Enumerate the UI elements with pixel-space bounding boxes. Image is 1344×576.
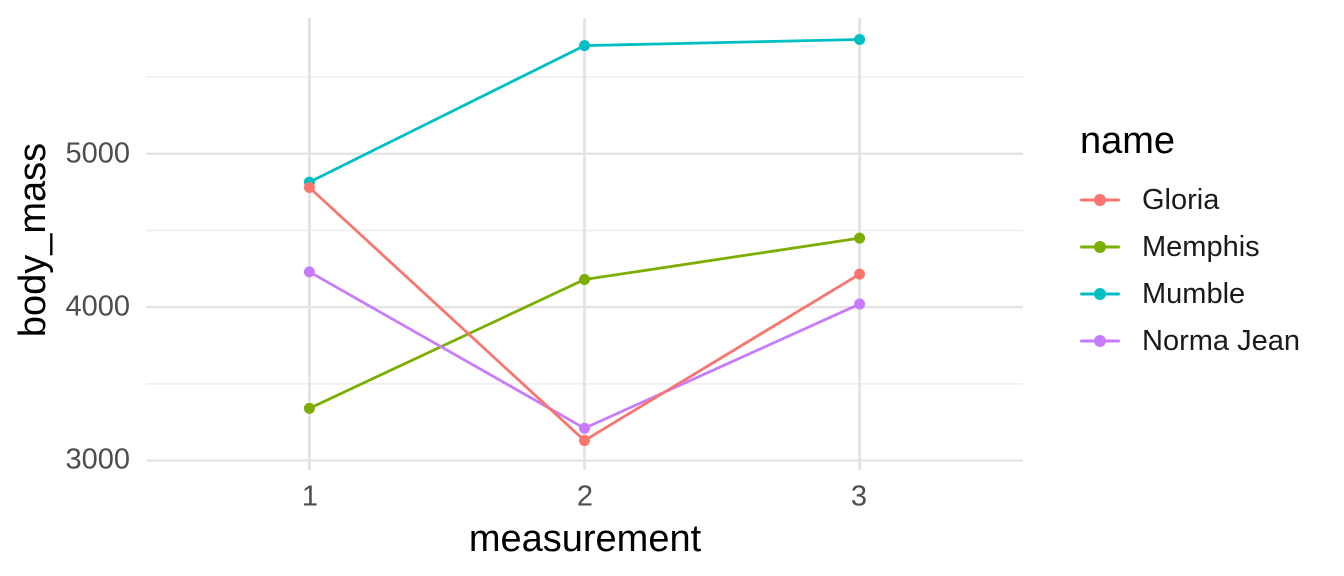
x-tick-2: 2 xyxy=(576,480,594,513)
legend: name Gloria Memphis xyxy=(1080,120,1300,365)
y-tick-5000: 5000 xyxy=(65,137,130,170)
x-axis-title: measurement xyxy=(468,518,702,560)
legend-entry-memphis: Memphis xyxy=(1080,224,1300,271)
data-point-memphis xyxy=(303,402,315,414)
data-point-mumble xyxy=(854,33,866,45)
legend-key-gloria xyxy=(1080,192,1120,208)
legend-key-mumble xyxy=(1080,286,1120,302)
legend-point-icon xyxy=(1094,194,1106,207)
y-tick-3000: 3000 xyxy=(65,443,130,476)
legend-point-icon xyxy=(1094,241,1106,254)
legend-point-icon xyxy=(1094,335,1106,348)
data-point-gloria xyxy=(854,268,866,280)
data-point-gloria xyxy=(303,181,315,193)
legend-entry-norma-jean: Norma Jean xyxy=(1080,318,1300,365)
legend-point-icon xyxy=(1094,288,1106,301)
data-point-memphis xyxy=(579,274,590,286)
data-point-norma-jean xyxy=(854,298,866,310)
data-point-mumble xyxy=(579,40,590,52)
y-tick-4000: 4000 xyxy=(65,290,130,323)
data-point-norma-jean xyxy=(303,266,315,278)
legend-label: Norma Jean xyxy=(1142,324,1300,357)
y-axis-title: body_mass xyxy=(12,142,54,338)
legend-label: Memphis xyxy=(1142,230,1260,263)
legend-label: Gloria xyxy=(1142,183,1220,216)
x-tick-3: 3 xyxy=(850,480,868,513)
data-point-norma-jean xyxy=(579,422,590,434)
x-tick-1: 1 xyxy=(301,480,319,513)
legend-key-memphis xyxy=(1080,239,1120,255)
legend-entry-mumble: Mumble xyxy=(1080,271,1300,318)
legend-title: name xyxy=(1080,120,1176,162)
legend-label: Mumble xyxy=(1142,277,1246,310)
data-point-memphis xyxy=(854,232,866,244)
data-point-gloria xyxy=(579,435,590,447)
legend-entry-gloria: Gloria xyxy=(1080,177,1300,224)
legend-key-norma-jean xyxy=(1080,333,1120,349)
legend-entries: Gloria Memphis Mumble xyxy=(1080,177,1300,365)
